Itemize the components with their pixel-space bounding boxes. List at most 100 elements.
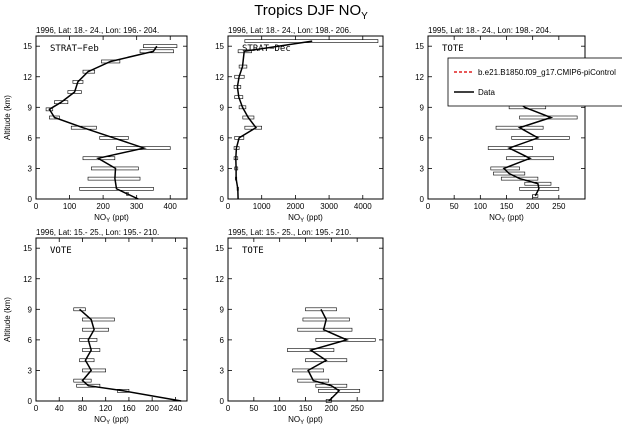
y-tick-label: 12 — [23, 275, 32, 284]
plot-frame — [35, 237, 188, 402]
x-tick-label: 200 — [526, 202, 540, 211]
x-tick-label: 0 — [426, 202, 431, 211]
y-tick-label: 3 — [220, 366, 225, 375]
figure-title-text: Tropics DJF NO — [254, 2, 362, 19]
x-axis-label-unit: (ppt) — [304, 415, 323, 424]
x-tick-label: 40 — [55, 404, 64, 413]
x-axis-label-unit: (ppt) — [505, 213, 524, 222]
campaign-label: VOTE — [50, 246, 72, 256]
y-axis-label: Altitude (km) — [3, 297, 12, 342]
y-tick-label: 9 — [420, 103, 425, 112]
error-bar — [305, 358, 348, 363]
y-tick-label: 15 — [23, 42, 32, 51]
y-tick-label: 3 — [28, 164, 33, 173]
x-tick-label: 400 — [164, 202, 178, 211]
error-bar — [82, 317, 115, 322]
x-axis-label-main: NO — [94, 213, 106, 222]
plot-frame — [227, 35, 384, 200]
campaign-label: TOTE — [242, 246, 264, 256]
error-bar — [325, 399, 332, 403]
error-bar — [297, 327, 353, 332]
campaign-label: TOTE — [442, 44, 464, 54]
x-axis-label: NOY (ppt) — [489, 213, 524, 224]
x-tick-label: 160 — [122, 404, 136, 413]
x-tick-label: 100 — [474, 202, 488, 211]
x-tick-label: 1000 — [253, 202, 271, 211]
legend-entry-label: b.e21.B1850.f09_g17.CMIP6-piControl — [478, 68, 616, 77]
x-tick-label: 4000 — [354, 202, 372, 211]
y-tick-label: 12 — [23, 73, 32, 82]
y-tick-label: 0 — [420, 195, 425, 204]
error-bar — [500, 176, 539, 181]
x-axis-label: NOY (ppt) — [288, 213, 323, 224]
error-bar — [49, 115, 60, 120]
chart-panel-4: 1996, Lat: 15.- 25., Lon: 195.- 210. 0 3 6 9… — [3, 228, 188, 426]
x-tick-label: 300 — [130, 202, 144, 211]
error-bar — [495, 125, 544, 130]
x-tick-label: 3000 — [320, 202, 338, 211]
x-tick-label: 150 — [299, 404, 313, 413]
error-bar — [242, 115, 255, 120]
figure-title-subscript: Y — [361, 11, 368, 22]
error-bar — [87, 176, 141, 181]
error-bar — [82, 69, 96, 74]
y-tick-label: 0 — [28, 397, 33, 406]
error-bar — [493, 171, 526, 176]
y-tick-label: 0 — [28, 195, 33, 204]
error-bar — [82, 156, 116, 161]
x-axis-label-unit: (ppt) — [110, 415, 129, 424]
chart-panel-3: 1995, Lat: 18.- 24., Lon: 198.- 204. 0 3 6 9… — [415, 26, 622, 224]
data-line — [235, 40, 313, 200]
y-tick-label: 15 — [415, 42, 424, 51]
campaign-label: STRAT−Feb — [50, 44, 99, 54]
x-axis-label-main: NO — [94, 415, 106, 424]
y-tick-label: 9 — [28, 103, 33, 112]
x-axis-label-unit: (ppt) — [304, 213, 323, 222]
y-tick-label: 0 — [220, 397, 225, 406]
error-bar — [82, 368, 106, 373]
figure-title: Tropics DJF NOY — [0, 2, 622, 22]
x-axis-label-subscript: Y — [300, 218, 304, 224]
x-tick-label: 250 — [552, 202, 566, 211]
y-tick-label: 6 — [28, 134, 33, 143]
error-bar — [318, 389, 361, 393]
x-axis-label-subscript: Y — [106, 218, 110, 224]
x-tick-label: 50 — [450, 202, 459, 211]
panel-header: 1996, Lat: 18.- 24., Lon: 198.- 206. — [228, 26, 351, 35]
y-tick-label: 3 — [420, 164, 425, 173]
x-tick-label: 240 — [169, 404, 183, 413]
chart-panel-1: 1996, Lat: 18.- 24., Lon: 196.- 204. 0 3 6 9… — [3, 26, 188, 224]
x-axis-label-subscript: Y — [106, 420, 110, 426]
x-tick-label: 0 — [226, 202, 231, 211]
y-tick-label: 9 — [220, 103, 225, 112]
legend-box — [447, 57, 622, 107]
data-line — [502, 96, 554, 197]
error-bar — [54, 100, 69, 105]
x-tick-label: 0 — [34, 404, 39, 413]
x-axis-label-main: NO — [288, 213, 300, 222]
data-line — [307, 308, 350, 402]
panel-header: 1996, Lat: 18.- 24., Lon: 196.- 204. — [36, 26, 159, 35]
chart-panel-5: 1995, Lat: 15.- 25., Lon: 195.- 210. 0 3 6 9… — [215, 228, 384, 426]
error-bar — [237, 49, 252, 54]
error-bar — [315, 338, 376, 342]
x-tick-label: 0 — [34, 202, 39, 211]
error-bar — [315, 383, 348, 388]
error-bar — [116, 146, 171, 150]
y-tick-label: 3 — [220, 164, 225, 173]
error-bar — [143, 44, 178, 48]
y-tick-label: 12 — [215, 275, 224, 284]
y-tick-label: 6 — [220, 336, 225, 345]
error-bar — [76, 383, 101, 388]
x-tick-label: 0 — [226, 404, 231, 413]
y-tick-label: 12 — [415, 73, 424, 82]
y-tick-label: 15 — [23, 244, 32, 253]
x-axis-label-subscript: Y — [501, 218, 505, 224]
x-tick-label: 200 — [325, 404, 339, 413]
y-tick-label: 6 — [28, 336, 33, 345]
y-tick-label: 0 — [220, 195, 225, 204]
error-bar — [287, 348, 335, 352]
y-tick-label: 3 — [28, 366, 33, 375]
